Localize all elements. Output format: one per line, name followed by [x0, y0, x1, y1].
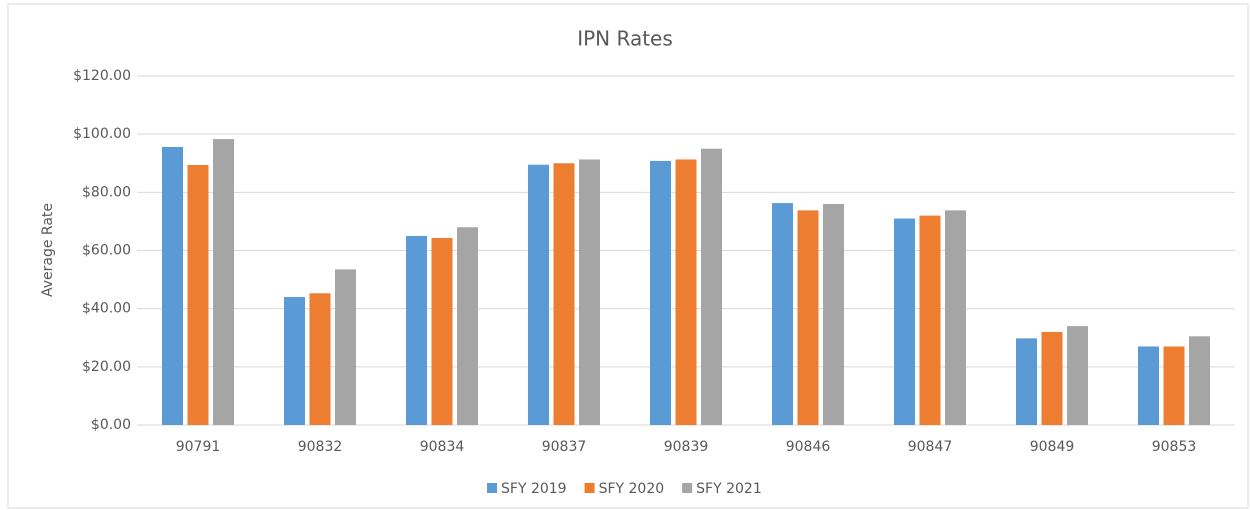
legend-label: SFY 2020: [599, 481, 665, 497]
y-tick-label: $120.00: [73, 68, 131, 84]
bar: [1138, 346, 1159, 425]
chart-title: IPN Rates: [577, 27, 673, 51]
y-tick-label: $0.00: [91, 417, 131, 433]
bar: [919, 215, 941, 425]
bar: [335, 269, 356, 425]
bar: [579, 159, 600, 425]
bar: [309, 293, 331, 425]
bar: [528, 164, 549, 425]
y-tick-label: $80.00: [82, 184, 131, 200]
bar: [1016, 338, 1037, 425]
bar: [797, 210, 819, 425]
y-tick-label: $100.00: [73, 126, 131, 142]
y-tick-label: $20.00: [82, 359, 131, 375]
bar: [945, 210, 966, 425]
chart-frame: [7, 3, 1249, 509]
y-axis-title: Average Rate: [40, 203, 56, 297]
bar: [1163, 346, 1185, 425]
x-tick-label: 90832: [298, 439, 343, 455]
x-tick-label: 90837: [542, 439, 587, 455]
bar: [894, 218, 915, 425]
x-tick-label: 90839: [664, 439, 709, 455]
legend-swatch: [487, 483, 497, 493]
x-tick-label: 90846: [786, 439, 831, 455]
bar: [457, 227, 478, 425]
bar: [431, 237, 453, 425]
legend-label: SFY 2021: [696, 481, 762, 497]
bar: [187, 164, 209, 425]
x-tick-label: 90849: [1030, 439, 1075, 455]
y-tick-label: $40.00: [82, 301, 131, 317]
bar: [284, 297, 305, 425]
legend-label: SFY 2019: [501, 481, 567, 497]
bar: [1189, 336, 1210, 425]
bar: [650, 160, 671, 425]
bar: [1041, 331, 1063, 425]
bar: [213, 139, 234, 425]
bar: [701, 148, 722, 426]
legend-swatch: [584, 483, 595, 493]
x-tick-label: 90791: [176, 439, 221, 455]
bar: [162, 146, 183, 426]
x-tick-label: 90834: [420, 439, 465, 455]
x-tick-label: 90853: [1152, 439, 1197, 455]
bar: [823, 203, 844, 425]
legend-swatch: [682, 483, 693, 493]
bar: [772, 203, 793, 425]
x-tick-label: 90847: [908, 439, 953, 455]
bar: [675, 159, 697, 425]
bar: [553, 163, 575, 425]
bar: [1067, 326, 1088, 425]
bar: [406, 235, 427, 425]
y-tick-label: $60.00: [82, 243, 131, 259]
